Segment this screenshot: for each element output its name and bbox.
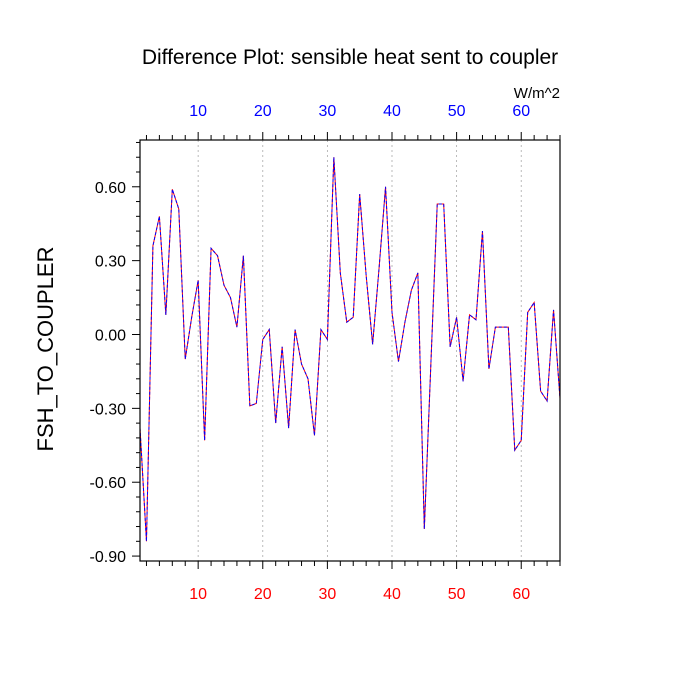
x-tick-label-top: 10 <box>189 103 207 120</box>
top-axis-units: W/m^2 <box>514 85 560 102</box>
series-line-blue <box>140 157 560 542</box>
x-tick-label-bottom: 20 <box>254 586 272 603</box>
series-line-red <box>140 157 560 542</box>
y-tick-label: -0.30 <box>90 401 127 418</box>
y-tick-label: -0.90 <box>90 549 127 566</box>
plot-frame <box>139 139 561 562</box>
y-tick-label: 0.60 <box>95 180 126 197</box>
tick-labels: 10 10 20 20 30 30 40 40 50 50 60 60 0.60 0.30 0.00 -0.3… <box>90 103 531 603</box>
x-tick-label-bottom: 60 <box>512 586 530 603</box>
x-tick-label-top: 50 <box>448 103 466 120</box>
x-tick-label-bottom: 10 <box>189 586 207 603</box>
chart-title: Difference Plot: sensible heat sent to c… <box>142 46 558 69</box>
y-axis-label: FSH_TO_COUPLER <box>33 247 58 452</box>
x-tick-label-bottom: 50 <box>448 586 466 603</box>
axes <box>132 132 561 569</box>
y-tick-label: 0.30 <box>95 254 126 271</box>
y-tick-label: 0.00 <box>95 327 126 344</box>
x-tick-label-top: 20 <box>254 103 272 120</box>
x-tick-label-top: 60 <box>512 103 530 120</box>
x-tick-label-top: 30 <box>318 103 336 120</box>
grid-lines <box>197 140 522 561</box>
x-tick-label-top: 40 <box>383 103 401 120</box>
y-tick-label: -0.60 <box>90 475 127 492</box>
series-lines <box>140 157 560 542</box>
x-tick-label-bottom: 40 <box>383 586 401 603</box>
x-tick-label-bottom: 30 <box>318 586 336 603</box>
